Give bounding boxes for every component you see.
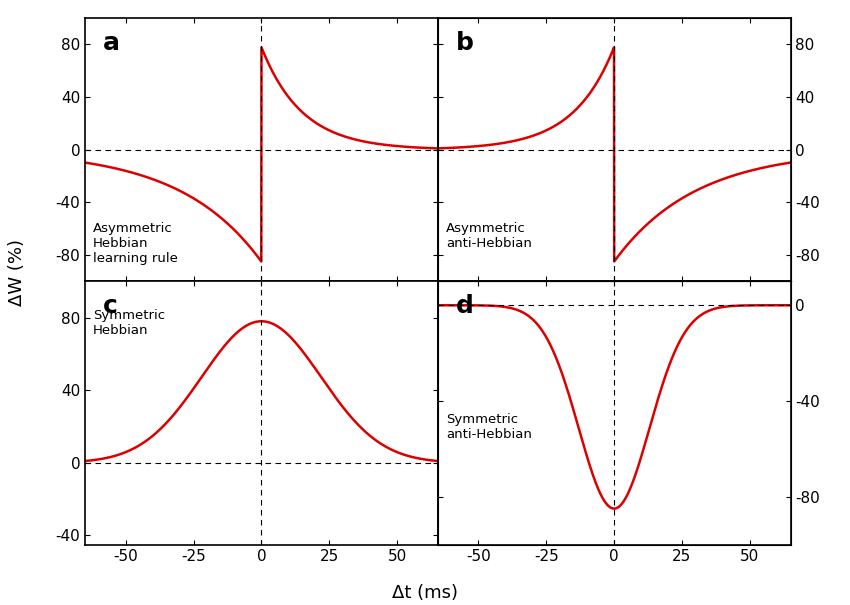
Text: c: c <box>103 295 117 318</box>
Text: Asymmetric
Hebbian
learning rule: Asymmetric Hebbian learning rule <box>94 222 178 265</box>
Text: b: b <box>456 31 473 55</box>
Text: Symmetric
anti-Hebbian: Symmetric anti-Hebbian <box>446 413 532 441</box>
Text: d: d <box>456 295 473 318</box>
Text: ΔW (%): ΔW (%) <box>8 239 26 306</box>
Text: Δt (ms): Δt (ms) <box>392 584 458 602</box>
Text: Asymmetric
anti-Hebbian: Asymmetric anti-Hebbian <box>446 222 532 250</box>
Text: Symmetric
Hebbian: Symmetric Hebbian <box>94 309 165 336</box>
Text: a: a <box>103 31 120 55</box>
